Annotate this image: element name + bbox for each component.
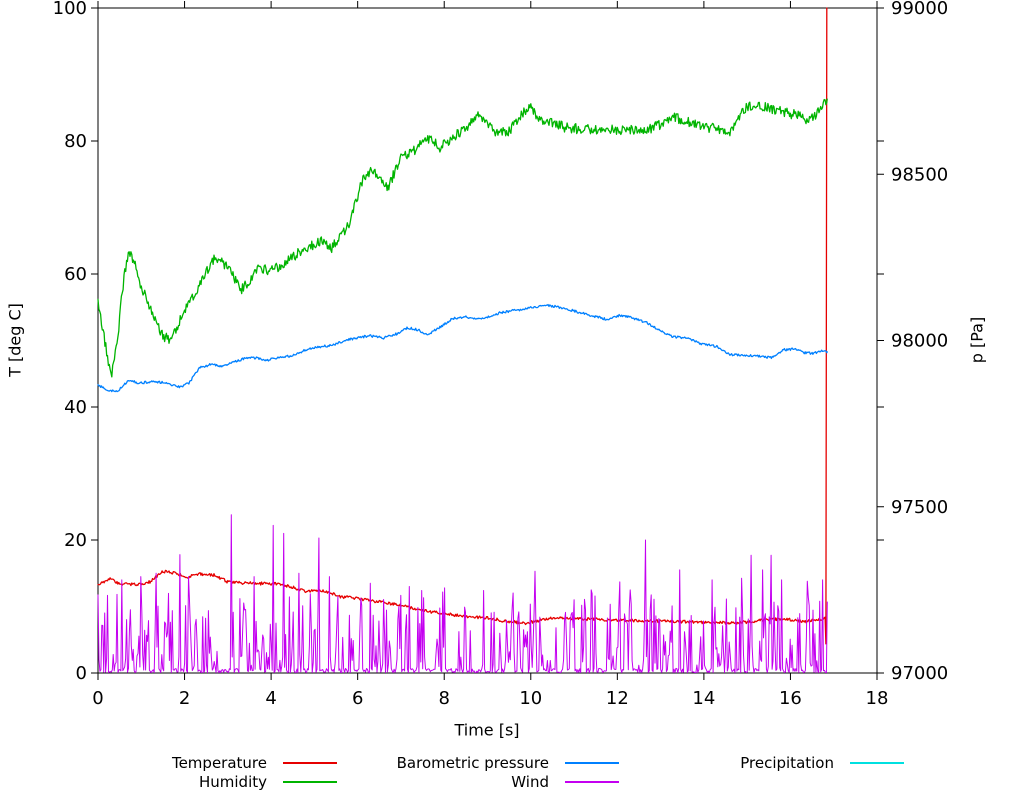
series-wind	[97, 514, 828, 673]
tick-marks	[91, 1, 884, 680]
x-tick-label: 14	[692, 688, 715, 709]
legend-label-temperature: Temperature	[171, 754, 267, 772]
legend-entry-precipitation: Precipitation	[634, 754, 904, 772]
x-tick-label: 0	[92, 688, 103, 709]
legend-entry-wind: Wind	[349, 773, 619, 791]
y-tick-label: 80	[64, 131, 87, 152]
legend-label-wind: Wind	[511, 773, 549, 791]
series-temperature	[97, 7, 828, 645]
legend-label-humidity: Humidity	[198, 773, 267, 791]
legend-entry-temperature: Temperature	[67, 754, 337, 772]
legend-label-barometric-pressure: Barometric pressure	[396, 754, 549, 772]
y2-tick-label: 97000	[891, 663, 948, 684]
y2-axis-title: p [Pa]	[967, 316, 987, 364]
x-tick-label: 18	[866, 688, 889, 709]
y-tick-label: 40	[64, 397, 87, 418]
legend-line-precipitation	[850, 762, 904, 764]
x-tick-label: 10	[519, 688, 542, 709]
x-tick-label: 8	[438, 688, 449, 709]
legend-label-precipitation: Precipitation	[740, 754, 834, 772]
x-tick-label: 2	[179, 688, 190, 709]
y-tick-label: 60	[64, 264, 87, 285]
x-tick-label: 4	[265, 688, 276, 709]
series-barometric-pressure	[97, 303, 828, 393]
y-tick-label: 20	[64, 530, 87, 551]
tick-labels: 0 2 4 6 8 10 12 14 16 18 0 20 40 60 80 100 97000 97500 980…	[53, 0, 949, 709]
legend-line-temperature	[283, 762, 337, 764]
legend-entry-humidity: Humidity	[67, 773, 337, 791]
series-humidity	[97, 98, 828, 378]
y2-tick-label: 98000	[891, 331, 948, 352]
x-tick-label: 12	[606, 688, 629, 709]
legend-line-wind	[565, 781, 619, 783]
x-tick-label: 6	[352, 688, 363, 709]
x-tick-label: 16	[779, 688, 802, 709]
y-tick-label: 100	[53, 0, 87, 19]
y2-tick-label: 99000	[891, 0, 948, 19]
y2-tick-label: 98500	[891, 164, 948, 185]
y2-tick-label: 97500	[891, 497, 948, 518]
y-axis-title: T [deg C]	[5, 303, 25, 377]
x-axis-title: Time [s]	[454, 720, 520, 740]
y-tick-label: 0	[76, 663, 87, 684]
legend-entry-barometric-pressure: Barometric pressure	[349, 754, 619, 772]
legend-line-barometric-pressure	[565, 762, 619, 764]
legend-line-humidity	[283, 781, 337, 783]
